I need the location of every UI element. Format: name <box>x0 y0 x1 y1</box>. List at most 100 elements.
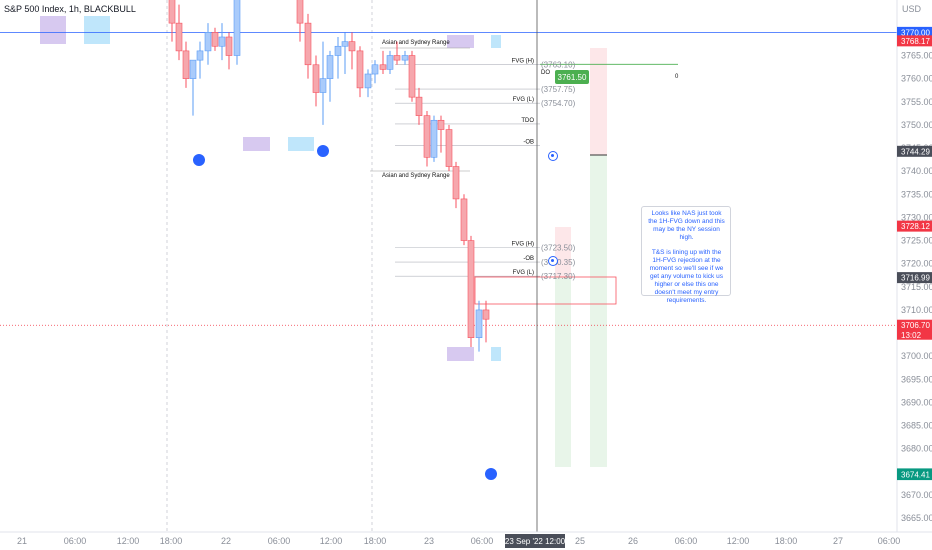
candle-body <box>401 55 409 61</box>
price-label-text: 3768.17 <box>901 37 930 46</box>
short-zone-lower <box>590 155 607 467</box>
candle-body <box>233 0 241 56</box>
eye-icon[interactable] <box>548 256 558 266</box>
candle-body <box>430 119 438 158</box>
candle-body <box>175 22 183 52</box>
level-label: -OB <box>523 256 534 262</box>
x-tick-label: 12:00 <box>727 536 750 546</box>
y-tick-label: 3735.00 <box>901 189 932 199</box>
candle-body <box>460 198 468 241</box>
price-label-badge <box>897 220 932 232</box>
candle-body <box>482 309 490 320</box>
session-range-box <box>288 137 314 151</box>
y-tick-label: 3750.00 <box>901 120 932 130</box>
y-tick-label: 3700.00 <box>901 351 932 361</box>
candle-body <box>304 22 312 66</box>
level-label: FVG (H) <box>512 58 534 64</box>
level-price: (3757.75) <box>541 85 576 94</box>
price-label-text: 3728.12 <box>901 222 930 231</box>
price-label-countdown: 13:02 <box>901 331 922 340</box>
candle-body <box>437 119 445 130</box>
y-tick-label: 3720.00 <box>901 259 932 269</box>
level-label: -OB <box>523 140 534 146</box>
y-tick-label: 3690.00 <box>901 397 932 407</box>
y-tick-label: 3695.00 <box>901 374 932 384</box>
session-range-box <box>447 347 474 361</box>
session-range-box <box>447 35 474 48</box>
candle-body <box>475 309 483 339</box>
price-label-badge <box>897 26 932 38</box>
level-price: (3723.50) <box>541 243 576 252</box>
x-tick-label: 22 <box>221 536 231 546</box>
level-price: (3720.35) <box>541 258 576 267</box>
long-zone-upper <box>555 227 571 277</box>
short-zone-upper <box>590 48 607 155</box>
x-tick-label: 26 <box>628 536 638 546</box>
candle-body <box>341 41 349 47</box>
candle-body <box>386 55 394 70</box>
x-tick-label: 18:00 <box>160 536 183 546</box>
y-tick-label: 3730.00 <box>901 212 932 222</box>
candle-body <box>189 59 197 79</box>
candle-body <box>319 78 327 93</box>
candle-body <box>204 32 212 52</box>
session-range-box <box>243 137 270 151</box>
price-label-badge <box>897 319 932 340</box>
candle-body <box>326 55 334 79</box>
candle-body <box>467 240 475 339</box>
y-tick-label: 3755.00 <box>901 97 932 107</box>
do-label: DO <box>541 70 550 76</box>
x-tick-label: 23 <box>424 536 434 546</box>
price-label-badge <box>897 145 932 157</box>
candle-body <box>371 64 379 75</box>
price-label-text: 3716.99 <box>901 274 930 283</box>
candle-body <box>218 36 226 47</box>
y-tick-label: 3765.00 <box>901 51 932 61</box>
x-tick-label: 06:00 <box>268 536 291 546</box>
session-label: Asian and Sydney Range <box>382 173 450 179</box>
price-label-badge <box>897 469 932 481</box>
session-label: Asian and Sydney Range <box>382 40 450 46</box>
zero-label: 0 <box>675 74 679 80</box>
eye-icon[interactable] <box>548 151 558 161</box>
level-price: (3754.70) <box>541 99 576 108</box>
x-tick-label: 06:00 <box>878 536 901 546</box>
level-label: TDO <box>521 118 534 124</box>
candle-body <box>182 50 190 79</box>
price-label-text: 3744.29 <box>901 147 930 156</box>
price-label-badge <box>897 272 932 284</box>
chart-title: S&P 500 Index, 1h, BLACKBULL <box>4 4 136 14</box>
candle-body <box>168 0 176 24</box>
y-tick-label: 3715.00 <box>901 282 932 292</box>
y-tick-label: 3710.00 <box>901 305 932 315</box>
candle-body <box>452 166 460 200</box>
level-label: FVG (L) <box>513 270 534 276</box>
x-tick-label: 21 <box>17 536 27 546</box>
x-tick-label: 25 <box>575 536 585 546</box>
candle-body <box>445 129 453 167</box>
session-range-box <box>40 16 66 44</box>
level-label: FVG (L) <box>513 97 534 103</box>
note-paragraph-2: T&S is lining up with the 1H-FVG rejecti… <box>649 249 724 304</box>
candle-body <box>379 64 387 70</box>
candle-body <box>415 96 423 116</box>
annotation-note[interactable]: Looks like NAS just took the 1H-FVG down… <box>641 206 731 304</box>
candle-body <box>211 32 219 47</box>
y-tick-label: 3665.00 <box>901 513 932 523</box>
level-price: (3763.10) <box>541 60 576 69</box>
candle-body <box>225 36 233 56</box>
long-zone-lower <box>555 227 571 467</box>
candle-body <box>196 50 204 61</box>
y-tick-label: 3725.00 <box>901 236 932 246</box>
time-highlight-text: 23 Sep '22 12:00 <box>505 537 566 546</box>
y-tick-label: 3760.00 <box>901 74 932 84</box>
price-label-text: 3706.70 <box>901 321 930 330</box>
signal-dot <box>485 468 497 480</box>
y-tick-label: 3685.00 <box>901 421 932 431</box>
target-badge <box>555 70 589 84</box>
x-tick-label: 06:00 <box>64 536 87 546</box>
candle-body <box>393 55 401 61</box>
candle-body <box>423 115 431 158</box>
